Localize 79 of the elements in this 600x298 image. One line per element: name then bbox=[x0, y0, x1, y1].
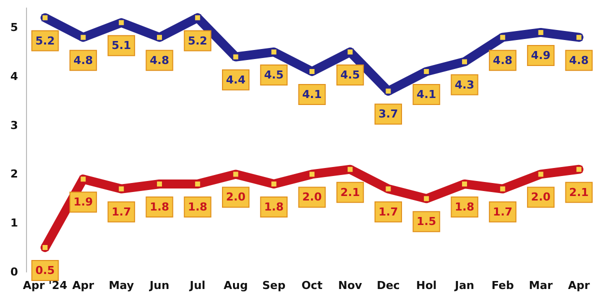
x-tick-label: Feb bbox=[491, 279, 514, 292]
x-tick-label: Mar bbox=[528, 279, 554, 292]
point bbox=[80, 34, 87, 41]
point bbox=[42, 244, 49, 252]
y-tick-label: 4 bbox=[10, 70, 18, 83]
x-tick-label: Jan bbox=[454, 279, 474, 292]
data-label: 1.9 bbox=[73, 196, 93, 209]
data-label: 2.1 bbox=[340, 186, 360, 199]
point bbox=[156, 34, 163, 41]
data-label: 4.3 bbox=[454, 78, 474, 92]
point bbox=[384, 88, 392, 95]
y-tick-label: 1 bbox=[10, 216, 18, 230]
point bbox=[270, 180, 278, 188]
point bbox=[461, 180, 468, 188]
point bbox=[118, 185, 125, 192]
point bbox=[422, 195, 430, 202]
data-label: 1.7 bbox=[378, 205, 398, 218]
data-label: 5.1 bbox=[112, 39, 132, 52]
y-tick-label: 3 bbox=[10, 118, 18, 132]
data-label: 1.7 bbox=[492, 205, 512, 218]
point bbox=[346, 166, 354, 173]
point bbox=[575, 34, 582, 41]
point bbox=[42, 14, 49, 22]
data-label: 4.8 bbox=[492, 54, 512, 67]
point bbox=[80, 176, 87, 183]
point bbox=[461, 58, 468, 66]
point bbox=[499, 34, 506, 41]
data-label: 4.8 bbox=[73, 54, 93, 67]
x-tick-label: May bbox=[108, 279, 134, 292]
data-label: 5.2 bbox=[188, 34, 208, 48]
data-label: 4.4 bbox=[226, 73, 246, 86]
data-label: 4.5 bbox=[264, 68, 284, 82]
x-tick-label: Apr bbox=[568, 279, 590, 292]
x-tick-label: Hol bbox=[416, 279, 437, 292]
point bbox=[194, 14, 202, 22]
data-label: 1.8 bbox=[264, 200, 284, 214]
data-label: 4.5 bbox=[340, 68, 360, 82]
point bbox=[575, 166, 582, 173]
data-label: 3.7 bbox=[378, 108, 398, 121]
x-tick-label: Apr bbox=[72, 279, 95, 292]
data-label: 1.7 bbox=[112, 205, 132, 218]
data-label: 4.8 bbox=[569, 54, 589, 67]
point bbox=[232, 53, 240, 60]
y-tick-label: 5 bbox=[10, 21, 18, 34]
point bbox=[270, 48, 278, 56]
data-label: 2.0 bbox=[531, 190, 551, 204]
data-label: 5.2 bbox=[35, 34, 55, 48]
data-label: 2.0 bbox=[226, 190, 246, 204]
data-label: 1.8 bbox=[454, 200, 474, 214]
data-label: 2.1 bbox=[569, 186, 589, 199]
data-label: 4.9 bbox=[531, 48, 551, 62]
data-label: 4.1 bbox=[416, 88, 436, 102]
data-label: 1.5 bbox=[416, 215, 436, 228]
y-tick-label: 0 bbox=[10, 266, 18, 278]
point bbox=[384, 185, 392, 192]
data-label: 1.8 bbox=[150, 200, 170, 214]
x-tick-label: Sep bbox=[262, 279, 286, 292]
y-tick-label: 2 bbox=[10, 168, 18, 181]
x-tick-label: Apr '24 bbox=[22, 279, 68, 292]
point bbox=[232, 170, 240, 178]
point bbox=[156, 180, 163, 188]
x-tick-label: Aug bbox=[224, 279, 248, 292]
x-tick-label: Nov bbox=[338, 279, 363, 292]
point bbox=[308, 68, 316, 76]
data-label: 0.5 bbox=[35, 264, 55, 278]
point bbox=[118, 19, 125, 26]
point bbox=[194, 180, 202, 188]
x-tick-label: Oct bbox=[301, 279, 323, 292]
x-tick-label: Dec bbox=[376, 279, 400, 292]
point bbox=[499, 185, 506, 192]
point bbox=[308, 170, 316, 178]
x-tick-label: Jun bbox=[148, 279, 170, 292]
point bbox=[537, 170, 544, 178]
data-label: 4.1 bbox=[302, 88, 322, 102]
data-label: 2.0 bbox=[302, 190, 322, 204]
data-label: 4.8 bbox=[150, 54, 170, 67]
point bbox=[346, 48, 354, 56]
data-label: 1.8 bbox=[188, 200, 208, 214]
x-tick-label: Jul bbox=[188, 279, 206, 292]
